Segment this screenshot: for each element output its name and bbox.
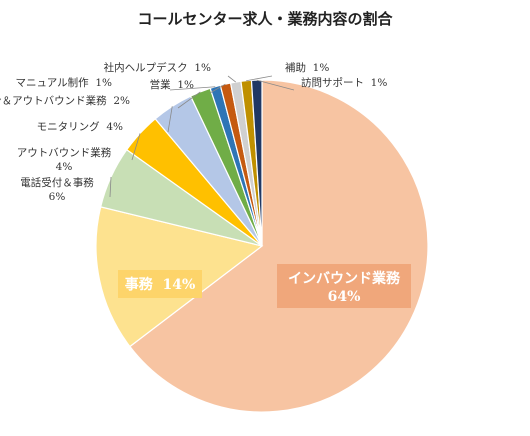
- slice-label: 営業 1%: [150, 78, 194, 91]
- slice-label: 事務 14%: [125, 276, 196, 293]
- chart-title: コールセンター求人・業務内容の割合: [137, 10, 393, 28]
- slice-label: モニタリング 4%: [37, 120, 123, 133]
- slice-label: 補助 1%: [285, 61, 329, 74]
- slice-label: インバウンド業務: [288, 270, 401, 287]
- leader-line: [109, 177, 112, 198]
- slice-label: 電話受付＆事務: [20, 176, 94, 189]
- slice-label: 訪問サポート 1%: [301, 76, 387, 89]
- slice-label: アウトバウンド業務: [17, 146, 112, 159]
- leader-line: [246, 75, 273, 82]
- leader-line: [167, 106, 173, 133]
- leader-line: [131, 133, 141, 161]
- leader-line: [177, 91, 201, 109]
- leader-line: [209, 83, 226, 94]
- leader-line: [169, 86, 216, 91]
- slice-label: 社内ヘルプデスク 1%: [104, 61, 211, 74]
- pie-slice: [129, 79, 429, 413]
- slice-value-label: 6%: [49, 191, 66, 203]
- pie-slices: [95, 79, 429, 413]
- slice-value-label: 4%: [56, 161, 73, 173]
- leader-line: [227, 75, 237, 83]
- slice-label: イン＆アウトバウンド業務 2%: [0, 94, 130, 107]
- leader-line: [256, 79, 295, 91]
- pie-labels: インバウンド業務 64% 事務 14% 電話受付＆事務 6% アウトバウンド業務 4% モニタ…: [0, 61, 411, 308]
- slice-label: マニュアル制作 1%: [15, 76, 112, 89]
- slice-label-box: [118, 270, 202, 298]
- slice-value-label: 64%: [328, 289, 361, 305]
- slice-label-box: [277, 264, 411, 308]
